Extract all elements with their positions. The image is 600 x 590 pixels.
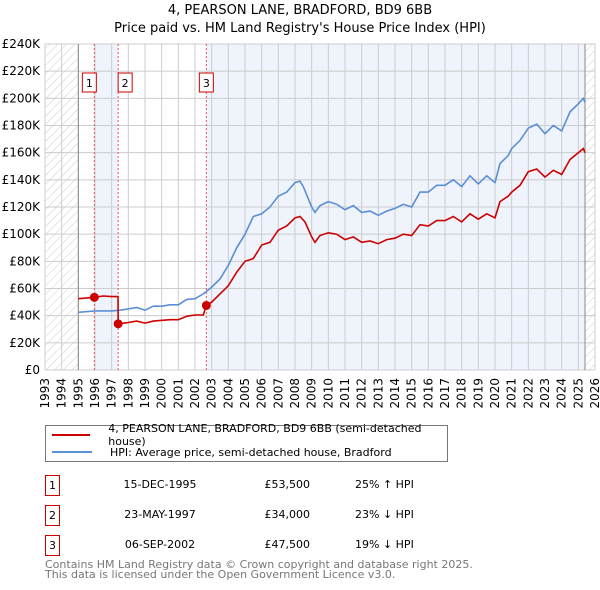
x-tick-label: 2010 [321, 378, 335, 409]
chart-subtitle: Price paid vs. HM Land Registry's House … [114, 21, 486, 36]
legend-swatch-red [52, 434, 91, 436]
legend-label-hpi: HPI: Average price, semi-detached house,… [110, 445, 392, 459]
transaction-hpi-diff: 25% ↑ HPI [355, 478, 414, 491]
x-tick-label: 1997 [105, 378, 119, 409]
y-tick-label: £160K [2, 146, 42, 160]
transaction-number: 3 [45, 535, 60, 556]
y-tick-label: £200K [2, 91, 42, 105]
transaction-number: 1 [45, 475, 60, 496]
chart-legend: 4, PEARSON LANE, BRADFORD, BD9 6BB (semi… [45, 422, 448, 462]
x-tick-label: 1998 [121, 378, 135, 409]
x-tick-label: 2025 [571, 378, 585, 409]
x-tick-label: 2015 [405, 378, 419, 409]
x-tick-label: 2006 [255, 378, 269, 409]
x-tick-label: 2011 [338, 378, 352, 409]
x-tick-label: 2024 [555, 378, 569, 409]
transaction-hpi-diff: 23% ↓ HPI [355, 508, 414, 521]
y-tick-label: £40K [9, 309, 41, 323]
transaction-row: 3 06-SEP-2002 £47,500 19% ↓ HPI [45, 535, 545, 557]
x-tick-label: 1994 [55, 378, 69, 409]
sale-label: 3 [203, 77, 210, 90]
x-tick-label: 2000 [155, 378, 169, 409]
transaction-row: 2 23-MAY-1997 £34,000 23% ↓ HPI [45, 505, 545, 527]
footer-line: This data is licensed under the Open Gov… [45, 568, 396, 581]
y-tick-label: £220K [2, 64, 42, 78]
y-tick-label: £0 [25, 363, 40, 377]
x-tick-label: 2004 [221, 378, 235, 409]
transaction-number: 2 [45, 505, 60, 526]
x-tick-label: 2019 [471, 378, 485, 409]
legend-swatch-blue [52, 451, 92, 453]
x-tick-label: 1995 [71, 378, 85, 409]
legend-item-hpi: HPI: Average price, semi-detached house,… [52, 444, 392, 460]
sale-label-box [117, 72, 133, 93]
transaction-date: 06-SEP-2002 [124, 538, 196, 551]
x-tick-label: 2005 [238, 378, 252, 409]
y-tick-label: £60K [9, 282, 41, 296]
chart-title: 4, PEARSON LANE, BRADFORD, BD9 6BB [167, 3, 433, 18]
x-tick-label: 1999 [138, 378, 152, 409]
y-tick-label: £80K [9, 254, 41, 268]
x-tick-label: 2003 [205, 378, 219, 409]
x-tick-label: 2017 [438, 378, 452, 409]
sale-label: 1 [86, 77, 93, 90]
transaction-date: 15-DEC-1995 [123, 478, 197, 491]
transaction-price: £53,500 [264, 478, 311, 491]
x-tick-label: 2012 [355, 378, 369, 409]
x-tick-label: 2001 [171, 378, 185, 409]
x-tick-label: 2009 [305, 378, 319, 409]
x-tick-label: 2021 [505, 378, 519, 409]
footer-line: Contains HM Land Registry data © Crown c… [45, 558, 473, 571]
footer-attribution: Contains HM Land Registry data © Crown c… [45, 558, 473, 581]
property-price-line [78, 147, 586, 325]
sale-point [89, 292, 99, 302]
sale-label: 2 [122, 77, 129, 90]
x-tick-label: 2014 [388, 378, 402, 409]
x-tick-label: 2013 [371, 378, 385, 409]
x-tick-label: 1993 [38, 378, 52, 409]
transaction-row: 1 15-DEC-1995 £53,500 25% ↑ HPI [45, 475, 545, 497]
sale-point [201, 300, 211, 310]
x-tick-label: 2002 [188, 378, 202, 409]
transaction-price: £47,500 [264, 538, 311, 551]
sale-point [113, 319, 123, 329]
transaction-hpi-diff: 19% ↓ HPI [355, 538, 414, 551]
x-tick-label: 2022 [521, 378, 535, 409]
y-tick-label: £120K [2, 200, 42, 214]
x-tick-label: 1996 [88, 378, 102, 409]
y-tick-label: £180K [2, 119, 42, 133]
y-tick-label: £100K [2, 227, 42, 241]
sale-label-box [198, 72, 214, 93]
y-tick-label: £20K [9, 336, 41, 350]
sale-label-box [81, 72, 97, 93]
x-tick-label: 2007 [271, 378, 285, 409]
hpi-line [78, 96, 586, 314]
x-tick-label: 2026 [588, 378, 600, 409]
x-tick-label: 2018 [455, 378, 469, 409]
x-tick-label: 2008 [288, 378, 302, 409]
transaction-price: £34,000 [264, 508, 311, 521]
legend-label-property: 4, PEARSON LANE, BRADFORD, BD9 6BB (semi… [108, 422, 422, 448]
transaction-date: 23-MAY-1997 [124, 508, 196, 521]
y-tick-label: £240K [2, 37, 42, 51]
x-tick-label: 2020 [488, 378, 502, 409]
x-tick-label: 2016 [421, 378, 435, 409]
x-tick-label: 2023 [538, 378, 552, 409]
legend-item-property: 4, PEARSON LANE, BRADFORD, BD9 6BB (semi… [52, 422, 447, 448]
y-tick-label: £140K [2, 173, 42, 187]
